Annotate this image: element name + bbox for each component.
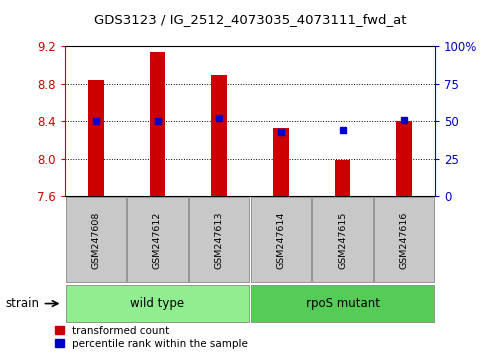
- Text: GSM247614: GSM247614: [276, 211, 285, 269]
- Bar: [374, 197, 434, 282]
- Text: GSM247613: GSM247613: [214, 211, 224, 269]
- Text: GDS3123 / IG_2512_4073035_4073111_fwd_at: GDS3123 / IG_2512_4073035_4073111_fwd_at: [94, 13, 406, 26]
- Bar: [273, 128, 288, 196]
- Text: strain: strain: [5, 297, 39, 310]
- Text: GSM247608: GSM247608: [92, 211, 100, 269]
- Bar: [88, 80, 104, 196]
- Bar: [396, 121, 412, 196]
- Text: wild type: wild type: [130, 297, 184, 310]
- Bar: [335, 160, 350, 196]
- Bar: [189, 197, 250, 282]
- Text: GSM247616: GSM247616: [400, 211, 408, 269]
- Bar: [250, 285, 434, 322]
- Bar: [250, 197, 311, 282]
- Text: GSM247615: GSM247615: [338, 211, 347, 269]
- Text: rpoS mutant: rpoS mutant: [306, 297, 380, 310]
- Text: GSM247612: GSM247612: [153, 211, 162, 269]
- Bar: [128, 197, 188, 282]
- Bar: [312, 197, 372, 282]
- Bar: [66, 197, 126, 282]
- Bar: [150, 52, 165, 196]
- Legend: transformed count, percentile rank within the sample: transformed count, percentile rank withi…: [55, 326, 248, 349]
- Bar: [66, 285, 250, 322]
- Bar: [212, 75, 227, 196]
